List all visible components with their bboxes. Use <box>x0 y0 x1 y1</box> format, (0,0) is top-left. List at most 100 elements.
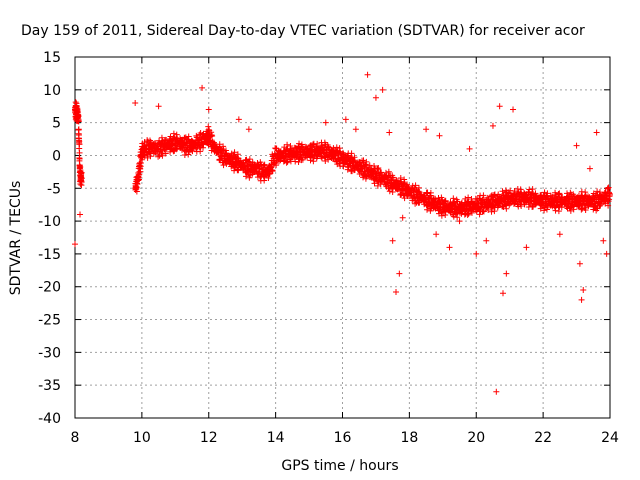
x-tick-label: 24 <box>601 430 619 446</box>
x-tick-label: 12 <box>200 430 218 446</box>
y-tick-label: -15 <box>38 247 61 263</box>
x-tick-label: 10 <box>133 430 151 446</box>
data-point-outlier <box>573 142 580 149</box>
y-tick-label: -40 <box>38 411 61 427</box>
data-point <box>597 201 604 208</box>
data-point-outlier <box>364 71 371 78</box>
data-point <box>181 135 188 142</box>
data-point <box>518 202 525 209</box>
data-point <box>137 159 144 166</box>
data-point-outlier <box>556 231 563 238</box>
data-point-outlier <box>386 129 393 136</box>
x-tick-label: 8 <box>71 430 80 446</box>
y-tick-label: -5 <box>47 181 61 197</box>
data-point <box>607 191 613 198</box>
data-point <box>261 161 268 168</box>
y-tick-label: -35 <box>38 378 61 394</box>
x-axis-tick-labels: 8 10 12 14 16 18 20 22 24 <box>71 430 619 446</box>
data-point-outlier <box>576 260 583 267</box>
data-point-outlier <box>473 250 480 257</box>
y-axis-tick-labels: 15 10 5 0 -5 -10 -15 -20 -25 -30 -35 -40 <box>38 50 61 427</box>
data-point <box>265 175 272 182</box>
data-point-outlier <box>72 241 78 248</box>
data-point <box>363 158 370 165</box>
data-point <box>75 126 82 133</box>
data-point-outlier <box>352 126 359 133</box>
data-point <box>78 169 85 176</box>
data-point <box>159 152 166 159</box>
chart-title: Day 159 of 2011, Sidereal Day-to-day VTE… <box>21 23 585 39</box>
data-point-outlier <box>379 86 386 93</box>
data-point-outlier <box>133 188 140 195</box>
data-point <box>299 156 306 163</box>
data-point-outlier <box>523 244 530 251</box>
y-tick-label: 10 <box>43 83 61 99</box>
data-point <box>269 168 276 175</box>
data-point <box>450 213 457 220</box>
data-point-outlier <box>433 231 440 238</box>
y-axis-label: SDTVAR / TECUs <box>8 181 24 296</box>
data-point <box>582 206 589 213</box>
data-point <box>503 205 510 212</box>
data-point <box>76 141 83 148</box>
data-point-outlier <box>586 165 593 172</box>
data-point-outlier <box>503 270 510 277</box>
data-point-outlier <box>199 84 206 91</box>
data-point-outlier <box>456 218 463 225</box>
data-point <box>412 182 419 189</box>
data-point <box>220 162 227 169</box>
data-point-outlier <box>500 290 506 297</box>
data-point <box>427 189 434 196</box>
data-point-outlier <box>77 211 84 218</box>
data-point-outlier <box>155 103 162 110</box>
data-point <box>385 168 392 175</box>
data-point <box>185 133 192 140</box>
data-point-outlier <box>446 244 453 251</box>
y-tick-label: -25 <box>38 313 61 329</box>
grid <box>75 57 610 418</box>
data-point-outlier <box>322 119 329 126</box>
data-point <box>76 149 83 156</box>
data-point <box>246 156 253 163</box>
data-point-outlier <box>372 94 379 101</box>
data-point <box>155 153 162 160</box>
data-point-outlier <box>205 106 212 113</box>
y-tick-label: 0 <box>52 148 61 164</box>
data-point-outlier <box>399 214 406 221</box>
data-point-outlier <box>493 388 500 395</box>
data-point <box>231 149 238 156</box>
data-point-outlier <box>600 237 607 244</box>
data-point-outlier <box>235 116 242 123</box>
data-point-outlier <box>466 145 473 152</box>
data-point <box>499 188 506 195</box>
data-point <box>209 133 216 140</box>
x-tick-label: 22 <box>534 430 552 446</box>
data-point <box>292 158 299 165</box>
data-point-outlier <box>393 288 399 295</box>
data-point <box>375 164 382 171</box>
data-point <box>75 118 82 125</box>
data-point-outlier <box>578 296 585 303</box>
data-point-outlier <box>510 106 517 113</box>
data-point-outlier <box>342 116 349 123</box>
data-point-outlier <box>603 250 610 257</box>
data-point <box>76 155 83 162</box>
data-point-outlier <box>496 103 503 110</box>
data-point-outlier <box>396 270 403 277</box>
y-tick-label: 15 <box>43 50 61 66</box>
data-point <box>137 168 144 175</box>
data-point-outlier <box>423 126 430 133</box>
x-axis-label: GPS time / hours <box>281 458 398 474</box>
data-point-outlier <box>489 122 496 129</box>
data-point-outlier <box>436 132 443 139</box>
data-point-outlier <box>580 287 587 294</box>
data-point <box>442 197 449 204</box>
x-tick-label: 20 <box>467 430 485 446</box>
data-point-outlier <box>389 237 396 244</box>
data-point <box>556 190 563 197</box>
x-tick-label: 18 <box>400 430 418 446</box>
x-tick-label: 16 <box>334 430 352 446</box>
data-point <box>181 152 188 159</box>
data-point-outlier <box>593 129 600 136</box>
x-tick-label: 14 <box>267 430 285 446</box>
